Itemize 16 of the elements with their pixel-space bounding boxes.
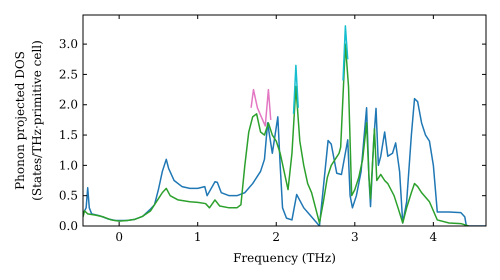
x-tick-label: 4 <box>430 230 438 244</box>
line-series <box>83 43 470 226</box>
line-series <box>250 88 272 127</box>
y-tick-label: 2.5 <box>58 67 78 82</box>
y-tick-label: 1.5 <box>58 128 78 142</box>
y-tick-label: 0.5 <box>58 188 78 203</box>
x-tick-label: 0 <box>115 230 123 244</box>
y-tick-label: 3.0 <box>58 37 78 52</box>
x-tick-label: 2 <box>272 230 280 244</box>
y-axis-title: Phonon projected DOS (States/THz·primitive cell) <box>13 40 44 201</box>
x-tick-label: 3 <box>350 230 359 244</box>
x-axis-title: Frequency (THz) <box>233 251 336 265</box>
y-tick-label: 0.0 <box>58 219 78 233</box>
x-tick-label: 1 <box>194 230 202 244</box>
y-tick-label: 2.0 <box>58 98 78 112</box>
y-tick-label: 1.0 <box>58 158 78 172</box>
